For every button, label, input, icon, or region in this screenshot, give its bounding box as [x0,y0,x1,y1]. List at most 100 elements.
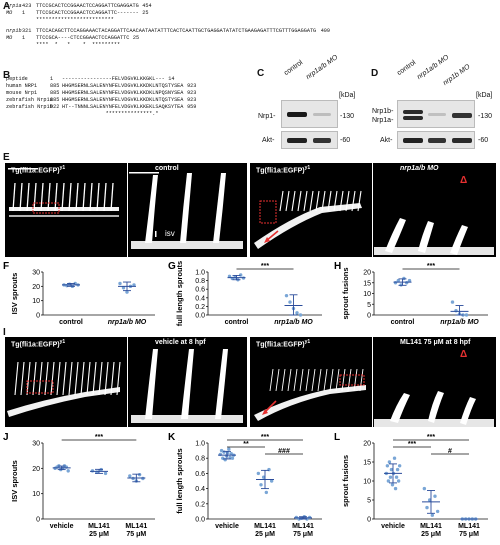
isv-vessel [104,361,109,396]
y-tick-label: 20 [32,284,40,291]
y-tick-label: 0.0 [195,313,205,320]
image-condition: ML141 75 μM at 8 hpf [400,339,471,346]
x-tick-label: nrp1a/b MO [274,319,313,326]
isv-vessel [357,190,362,212]
data-point [264,490,269,495]
panel-label: G [168,261,176,272]
x-tick-label: 75 μM [293,531,313,538]
marker-60: -60 [478,137,489,144]
data-point [125,290,129,294]
image-condition: nrp1a/b MO [400,165,439,172]
seq-end: 25 [132,35,140,41]
band-mo-nrp1 [428,113,446,116]
seq-end: 25 [142,10,149,16]
data-point [422,486,427,491]
image-title: Tg(fli1a:EGFP)y1 [11,165,66,175]
isv-vessel [62,361,67,396]
significance-label: *** [427,263,435,270]
data-point [259,483,263,487]
isv-label: isv [165,229,175,238]
x-tick-label: ML141 [125,523,147,530]
data-point [430,513,435,517]
data-point [73,281,77,286]
y-tick-label: 0.0 [195,517,205,524]
y-tick-label: 0.2 [195,304,205,311]
delta-marker: Δ [460,175,468,186]
band-control-akt [287,138,307,143]
seq-end: 409 [320,28,331,34]
band-nrp1bmo-akt [452,138,472,143]
y-tick-label: 5 [367,302,371,309]
isv-vessel [54,182,58,212]
isv-vessel [351,190,356,212]
y-tick-label: 10 [32,491,40,498]
data-point [433,494,437,498]
y-tick-label: 1.0 [195,270,205,277]
y-tick-label: 0 [36,313,40,320]
significance-label: *** [261,434,269,441]
data-point [295,311,299,315]
significance-label: *** [427,434,435,441]
kda-unit: [kDa] [339,92,356,99]
data-point [103,471,108,476]
x-tick-label: vehicle [50,523,74,530]
y-tick-label: 5 [367,498,371,505]
seq-end: 923 [187,97,197,103]
isv-vessel [103,182,107,212]
isv-vessel [96,182,100,212]
band-label-akt: Akt- [262,137,275,144]
isv-vessel [275,368,280,392]
seq-name: mouse Nrp1 [6,90,38,96]
x-tick-label: ML141 [420,523,442,530]
image-e-control: Tg(fli1a:EGFP)y1 control isv [5,163,247,257]
panel-label: L [334,432,340,443]
data-point [405,281,409,285]
data-point [132,283,136,287]
seq-residues: TTCCGCACTCCGGAACTCCAGGATTC------- [36,10,139,16]
panel-label: F [3,261,9,272]
seq-name: nrp1b [6,28,22,34]
data-point [131,476,135,481]
seq-start: 885 [50,97,60,103]
data-point [121,286,126,290]
x-tick-label: ML141 [254,523,276,530]
x-tick-label: ML141 [292,523,314,530]
panel-label: J [3,432,9,443]
band-mo-akt [313,138,331,143]
seq-name: zebrafish Nrp1a [6,97,53,103]
image-condition: control [155,165,179,172]
x-tick-label: 25 μM [421,531,441,538]
band-label-nrp1: Nrp1- [258,113,276,120]
x-tick-label: nrp1a/b MO [108,319,147,326]
isv-vessel [26,182,30,212]
data-point [66,469,70,473]
seq-residues: ----------------FELVDGVKLKKGKL--- [62,76,165,82]
data-point [388,475,393,479]
isv-vessel [309,190,314,212]
lane-label-control: control [395,59,418,77]
seq-start: 885 [50,83,60,89]
isv-vessel [56,361,61,396]
seq-name: human NRP1 [6,83,38,89]
significance-label: # [448,448,452,455]
isv-vessel [287,368,292,392]
image-e-nrp1ab-mo: Tg(fli1a:EGFP)y1 nrp1a/b MO Δ [250,163,496,257]
data-point [450,300,455,304]
x-tick-label: control [225,319,249,326]
y-tick-label: 0.6 [195,287,205,294]
isv-vessel [61,182,65,212]
data-point [464,313,469,317]
y-tick-label: 15 [363,280,371,287]
isv-vessel [269,368,274,392]
isv-vessel [116,361,121,396]
isv-vessel [33,182,37,212]
seq-start: 885 [50,90,60,96]
data-point [298,313,303,317]
significance-label: ** [243,441,249,448]
data-point [435,509,440,514]
seq-start: 922 [50,104,60,110]
y-tick-label: 0.4 [195,486,205,493]
isv-vessel [335,368,340,392]
isv-vessel [333,190,338,212]
y-tick-label: 0 [367,517,371,524]
